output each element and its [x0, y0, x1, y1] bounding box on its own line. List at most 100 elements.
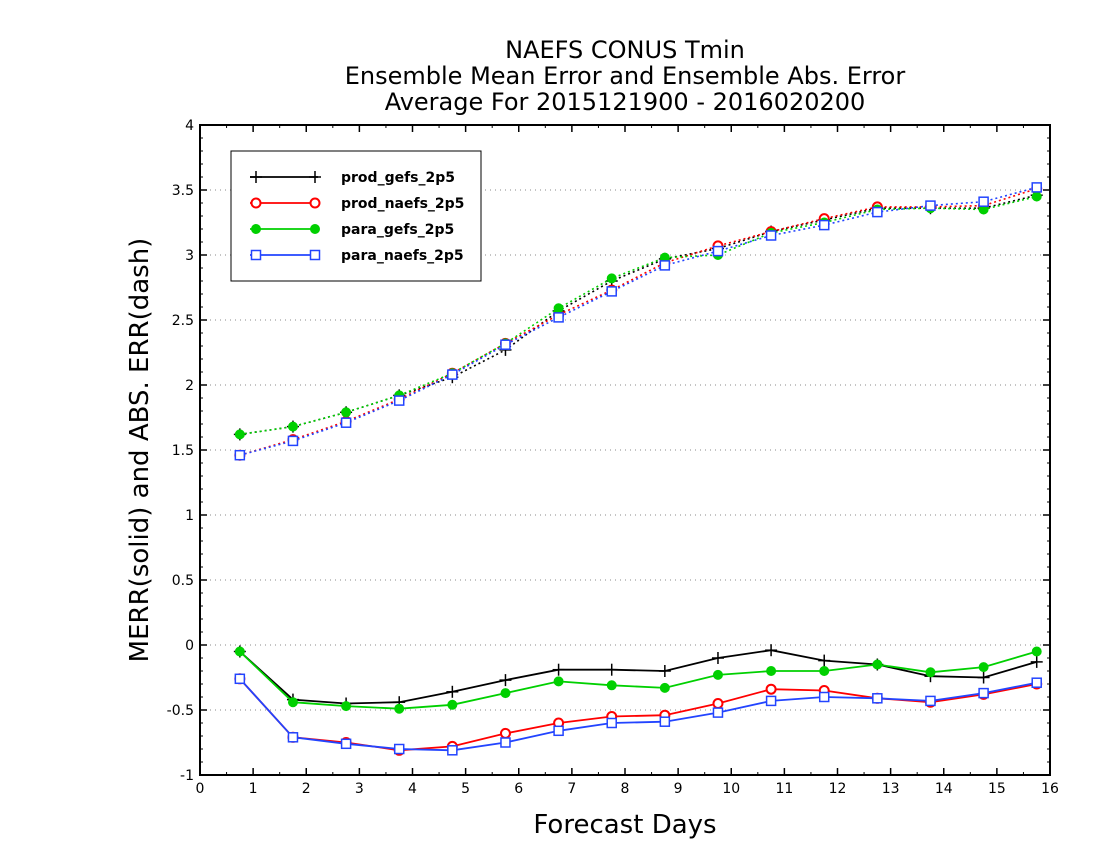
- data-point: [250, 249, 262, 261]
- data-point: [1031, 182, 1042, 193]
- data-point: [446, 685, 459, 698]
- data-point: [606, 717, 617, 729]
- data-point: [447, 745, 458, 756]
- data-point: [500, 737, 511, 748]
- data-point: [309, 249, 321, 261]
- data-point: [499, 674, 512, 687]
- data-point: [659, 682, 670, 693]
- data-point: [765, 695, 777, 707]
- data-point: [978, 196, 989, 207]
- x-tick-label: 12: [829, 781, 847, 797]
- data-point: [234, 673, 246, 685]
- y-tick-label: 1: [185, 508, 194, 524]
- data-point: [977, 671, 990, 684]
- abs-err-line: [239, 195, 1037, 436]
- x-tick-label: 0: [196, 781, 205, 797]
- data-point: [872, 206, 883, 218]
- data-point: [447, 699, 458, 710]
- legend-item: prod_gefs_2p5: [250, 170, 455, 186]
- data-point: [872, 693, 883, 704]
- x-tick-label: 11: [775, 781, 793, 797]
- legend-label: para_gefs_2p5: [341, 222, 454, 238]
- data-point: [606, 286, 617, 297]
- data-point: [712, 669, 723, 680]
- data-point: [712, 245, 724, 257]
- data-point: [978, 662, 989, 673]
- data-point: [1031, 646, 1042, 657]
- data-point: [393, 743, 405, 755]
- data-point: [341, 701, 352, 712]
- data-point: [309, 171, 321, 183]
- legend-item: para_gefs_2p5: [250, 222, 454, 238]
- data-point: [287, 435, 299, 447]
- data-point: [925, 667, 936, 678]
- data-point: [818, 654, 831, 667]
- series-layer: [233, 182, 1043, 756]
- data-point: [925, 695, 936, 707]
- data-point: [500, 339, 511, 350]
- title-line-1: NAEFS CONUS Tmin: [505, 36, 745, 64]
- data-point: [309, 197, 321, 209]
- y-tick-label: -1: [180, 768, 194, 784]
- data-point: [394, 703, 405, 714]
- legend-item: para_naefs_2p5: [250, 248, 464, 264]
- y-tick-label: 4: [185, 118, 194, 134]
- data-point: [310, 224, 320, 234]
- data-point: [659, 260, 671, 271]
- x-tick-label: 10: [722, 781, 740, 797]
- y-tick-label: 2: [185, 378, 194, 394]
- legend-label: prod_gefs_2p5: [341, 170, 455, 186]
- data-point: [765, 230, 777, 241]
- data-point: [925, 200, 936, 211]
- x-tick-label: 2: [302, 781, 311, 797]
- y-tick-label: 3.5: [172, 183, 194, 199]
- data-point: [819, 666, 830, 676]
- data-point: [1030, 655, 1043, 668]
- data-point: [447, 369, 458, 380]
- data-point: [765, 683, 777, 695]
- y-axis-label: MERR(solid) and ABS. ERR(dash): [125, 238, 155, 663]
- data-point: [234, 646, 245, 657]
- x-tick-label: 4: [408, 781, 417, 797]
- legend-label: prod_naefs_2p5: [341, 196, 464, 212]
- data-point: [552, 663, 565, 676]
- title-line-2: Ensemble Mean Error and Ensemble Abs. Er…: [345, 62, 906, 90]
- x-tick-label: 7: [567, 781, 576, 797]
- data-point: [287, 697, 298, 708]
- merr-line: [239, 678, 1037, 752]
- data-point: [606, 273, 617, 284]
- data-point: [712, 707, 724, 718]
- series-para_naefs_2p5: [234, 182, 1042, 756]
- merr-line: [239, 678, 1037, 752]
- x-tick-label: 16: [1041, 781, 1059, 797]
- data-point: [1031, 677, 1042, 688]
- data-point: [340, 417, 352, 428]
- data-point: [605, 663, 618, 676]
- x-tick-label: 3: [355, 781, 364, 797]
- y-tick-label: 3: [185, 248, 194, 264]
- chart-title: NAEFS CONUS Tmin Ensemble Mean Error and…: [345, 36, 906, 116]
- legend-box: [230, 150, 482, 282]
- data-point: [818, 691, 830, 703]
- data-point: [340, 738, 352, 750]
- x-tick-label: 1: [249, 781, 258, 797]
- data-point: [287, 732, 299, 743]
- x-tick-label: 9: [674, 781, 683, 797]
- data-point: [234, 429, 245, 440]
- data-point: [393, 395, 405, 406]
- y-tick-label: 0: [185, 638, 194, 654]
- data-point: [658, 665, 671, 677]
- data-point: [978, 687, 989, 699]
- y-tick-label: -0.5: [167, 703, 194, 719]
- x-tick-label: 8: [621, 781, 630, 797]
- data-point: [1031, 191, 1042, 202]
- data-point: [500, 688, 511, 699]
- merr-line: [239, 650, 1037, 710]
- data-point: [250, 197, 262, 209]
- grid: [200, 189, 1050, 711]
- data-point: [251, 224, 261, 234]
- y-tick-label: 1.5: [172, 443, 194, 459]
- y-tick-label: 0.5: [172, 573, 194, 589]
- data-point: [659, 716, 671, 727]
